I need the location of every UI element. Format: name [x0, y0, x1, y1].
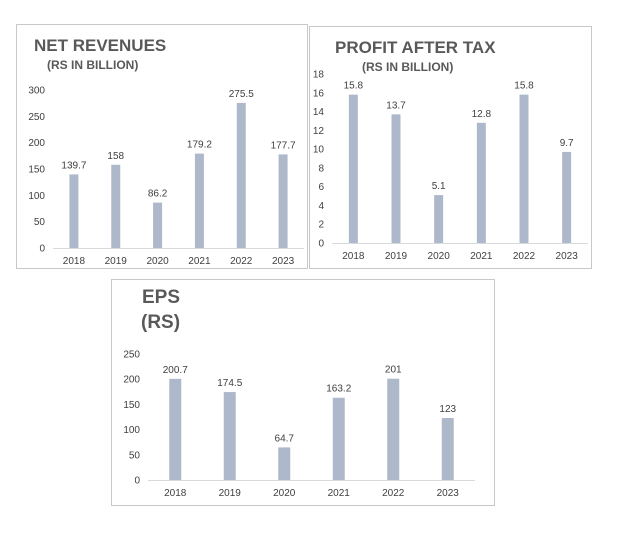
profit-after-tax-chart-panel: 0 2 4 6 8 10 12 14 16 18 15.8 2018 13.7 2019 5.1 2020 12…: [309, 26, 592, 269]
x-tick-label: 2018: [63, 256, 86, 267]
x-tick-label: 2018: [342, 251, 365, 262]
data-label: 15.8: [514, 81, 534, 92]
eps-chart: 0 50 100 150 200 250 200.7 2018 174.5 2019 64.7 202…: [123, 350, 475, 499]
chart-title: PROFIT AFTER TAX: [335, 38, 496, 57]
x-tick-label: 2021: [188, 256, 211, 267]
net-revenues-chart-panel: 0 50 100 150 200 250 300 139.7 2018 158 2019 86.2 20…: [16, 24, 308, 269]
bar: [169, 378, 182, 480]
data-label: 158: [107, 151, 124, 162]
data-label: 200.7: [163, 365, 188, 376]
bar: [69, 174, 79, 248]
x-tick-label: 2019: [105, 256, 128, 267]
bar: [236, 102, 246, 248]
x-tick-label: 2022: [513, 251, 536, 262]
chart-title: NET REVENUES: [34, 36, 167, 55]
bar: [194, 153, 204, 248]
chart-subtitle: (RS): [141, 312, 181, 333]
data-label: 5.1: [432, 181, 446, 192]
y-tick-label: 150: [123, 400, 140, 411]
x-tick-label: 2019: [219, 488, 242, 499]
y-tick-label: 18: [313, 70, 325, 81]
bar: [153, 202, 163, 248]
data-label: 12.8: [472, 109, 492, 120]
y-tick-label: 150: [28, 165, 45, 176]
x-tick-label: 2022: [382, 488, 405, 499]
y-tick-label: 250: [123, 350, 140, 361]
data-label: 64.7: [275, 433, 295, 444]
chart-subtitle: (RS IN BILLION): [47, 58, 139, 72]
x-tick-label: 2020: [146, 256, 169, 267]
bar: [434, 195, 444, 243]
data-label: 123: [439, 404, 456, 415]
y-tick-label: 14: [313, 107, 325, 118]
y-tick-label: 250: [28, 112, 45, 123]
y-tick-label: 200: [28, 138, 45, 149]
data-label: 275.5: [229, 89, 254, 100]
bar: [278, 447, 291, 480]
chart-title: EPS: [142, 287, 181, 308]
x-tick-label: 2020: [428, 251, 451, 262]
data-label: 201: [385, 365, 402, 376]
eps-chart-panel: 0 50 100 150 200 250 200.7 2018 174.5 2019 64.7 202…: [111, 279, 495, 506]
bar: [348, 94, 358, 244]
bar: [391, 114, 401, 243]
bar: [332, 397, 345, 480]
y-tick-label: 4: [318, 201, 324, 212]
x-tick-label: 2021: [328, 488, 351, 499]
bar: [387, 378, 400, 480]
bar: [441, 418, 454, 480]
data-label: 15.8: [344, 81, 364, 92]
bar: [278, 154, 288, 248]
y-tick-label: 100: [123, 425, 140, 436]
y-tick-label: 0: [134, 476, 140, 487]
bar: [476, 122, 486, 243]
x-tick-label: 2022: [230, 256, 253, 267]
x-tick-label: 2019: [385, 251, 408, 262]
y-tick-label: 10: [313, 145, 325, 156]
y-tick-label: 100: [28, 191, 45, 202]
y-tick-label: 12: [313, 126, 325, 137]
y-tick-label: 16: [313, 88, 325, 99]
x-tick-label: 2023: [556, 251, 579, 262]
data-label: 177.7: [271, 140, 296, 151]
y-tick-label: 0: [39, 244, 45, 255]
data-label: 179.2: [187, 140, 212, 151]
y-tick-label: 8: [318, 163, 324, 174]
x-tick-label: 2018: [164, 488, 187, 499]
data-label: 9.7: [560, 138, 574, 149]
y-tick-label: 50: [34, 217, 46, 228]
bar: [111, 164, 121, 248]
x-tick-label: 2023: [272, 256, 295, 267]
x-tick-label: 2021: [470, 251, 493, 262]
net-revenues-chart: 0 50 100 150 200 250 300 139.7 2018 158 2019 86.2 20…: [28, 86, 304, 267]
y-tick-label: 300: [28, 86, 45, 97]
bar: [223, 392, 236, 480]
bar: [519, 94, 529, 244]
data-label: 139.7: [61, 160, 86, 171]
data-label: 174.5: [217, 378, 242, 389]
x-tick-label: 2023: [437, 488, 460, 499]
y-tick-label: 2: [318, 220, 324, 231]
data-label: 86.2: [148, 189, 168, 200]
chart-subtitle: (RS IN BILLION): [362, 60, 454, 74]
bar: [562, 151, 572, 243]
data-label: 13.7: [386, 100, 406, 111]
y-tick-label: 50: [129, 450, 141, 461]
y-tick-label: 0: [318, 239, 324, 250]
x-tick-label: 2020: [273, 488, 296, 499]
y-tick-label: 200: [123, 375, 140, 386]
y-tick-label: 6: [318, 182, 324, 193]
profit-after-tax-chart: 0 2 4 6 8 10 12 14 16 18 15.8 2018 13.7 2019 5.1 2020 12…: [313, 70, 588, 262]
data-label: 163.2: [326, 384, 351, 395]
